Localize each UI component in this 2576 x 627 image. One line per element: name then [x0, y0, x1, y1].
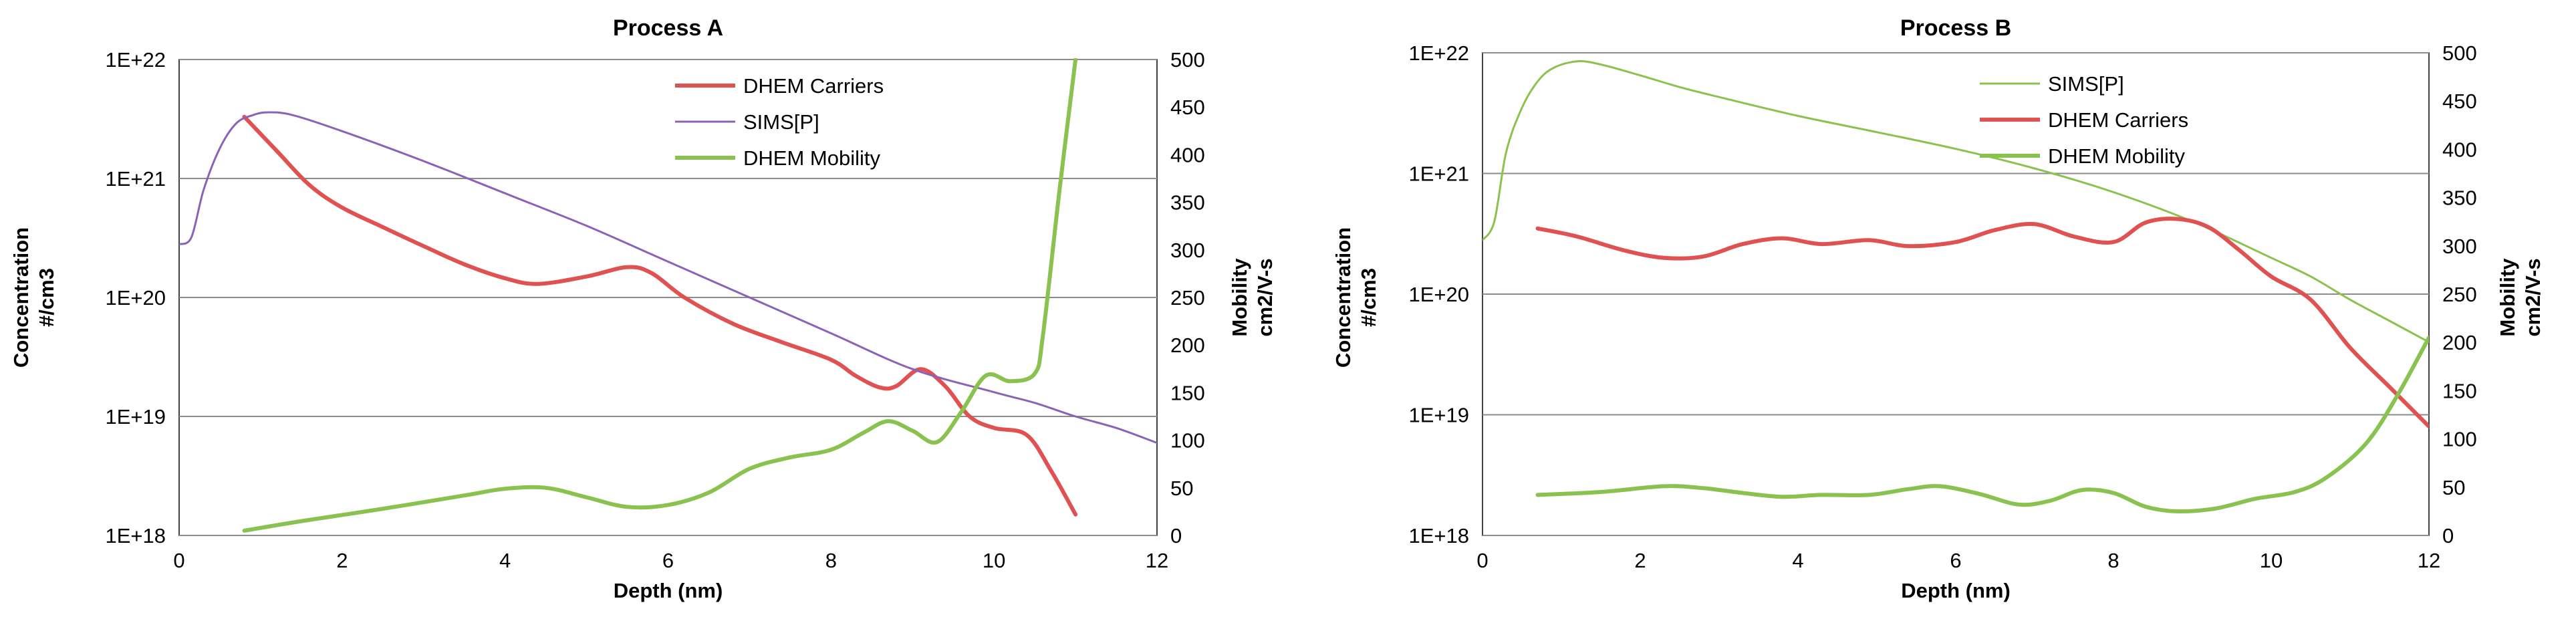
- x-tick-label: 0: [1476, 549, 1488, 572]
- y-tick-label: 1E+21: [1408, 162, 1469, 186]
- y2-tick-label: 150: [2442, 379, 2477, 402]
- y2-tick-label: 100: [2442, 428, 2477, 451]
- y2-tick-label: 0: [1170, 524, 1182, 547]
- x-tick-label: 4: [499, 549, 511, 572]
- y2-tick-label: 250: [2442, 283, 2477, 306]
- series-line-dhem-mobility: [242, 58, 1078, 533]
- y-tick-label: 1E+21: [105, 167, 166, 191]
- legend-label-dhem-carriers: DHEM Carriers: [2048, 108, 2188, 132]
- x-tick-label: 4: [1792, 549, 1803, 572]
- y2-axis-label: Mobility: [1228, 258, 1251, 337]
- legend-label-dhem-carriers: DHEM Carriers: [743, 74, 884, 98]
- legend-label-dhem-mobility: DHEM Mobility: [2048, 144, 2185, 168]
- legend-label-sims-p: SIMS[P]: [2048, 72, 2124, 96]
- x-tick-label: 8: [2107, 549, 2119, 572]
- y-tick-label: 1E+20: [1408, 283, 1469, 306]
- chart-process-b: 1E+181E+191E+201E+211E+22050100150200250…: [1331, 15, 2545, 602]
- y-axis-label: Concentration: [9, 227, 33, 368]
- x-tick-label: 2: [336, 549, 348, 572]
- x-tick-label: 10: [983, 549, 1005, 572]
- legend: SIMS[P] DHEM Carriers DHEM Mobility: [1980, 72, 2188, 168]
- y2-tick-label: 400: [2442, 138, 2477, 161]
- x-tick-label: 8: [825, 549, 837, 572]
- x-tick-label: 10: [2260, 549, 2283, 572]
- y-tick-label: 1E+22: [105, 48, 166, 72]
- y2-tick-label: 300: [2442, 235, 2477, 258]
- y2-tick-label: 200: [1170, 334, 1205, 357]
- x-tick-label: 12: [1146, 549, 1168, 572]
- y-tick-label: 1E+18: [1408, 524, 1469, 547]
- series-line-dhem-carriers: [242, 114, 1078, 517]
- series-line-sims-p: [1483, 60, 2429, 344]
- x-tick-label: 6: [662, 549, 674, 572]
- x-tick-label: 2: [1634, 549, 1646, 572]
- y2-tick-label: 350: [2442, 186, 2477, 210]
- y2-tick-label: 250: [1170, 286, 1205, 309]
- y2-tick-label: 50: [1170, 477, 1193, 500]
- y2-tick-label: 500: [2442, 41, 2477, 65]
- y-axis-label: Concentration: [1331, 227, 1355, 368]
- x-axis-label: Depth (nm): [1901, 579, 2011, 602]
- series-line-sims-p: [179, 111, 1157, 444]
- x-tick-label: 12: [2418, 549, 2440, 572]
- chart-title: Process A: [613, 15, 723, 41]
- y2-axis-label: cm2/V-s: [2521, 258, 2545, 336]
- x-axis-label: Depth (nm): [614, 579, 723, 602]
- y2-tick-label: 300: [1170, 239, 1205, 262]
- legend-label-sims-p: SIMS[P]: [743, 110, 819, 134]
- series-line-dhem-carriers: [1535, 217, 2429, 428]
- legend: DHEM Carriers SIMS[P] DHEM Mobility: [675, 74, 884, 170]
- y-tick-label: 1E+22: [1408, 41, 1469, 65]
- chart-process-a: 1E+181E+191E+201E+211E+22050100150200250…: [9, 15, 1277, 602]
- legend-label-dhem-mobility: DHEM Mobility: [743, 146, 880, 170]
- x-tick-label: 0: [173, 549, 184, 572]
- y-axis-label: #/cm3: [35, 268, 58, 327]
- y2-tick-label: 350: [1170, 191, 1205, 215]
- x-tick-label: 6: [1950, 549, 1961, 572]
- series-line-dhem-mobility: [1535, 336, 2429, 513]
- y2-tick-label: 100: [1170, 429, 1205, 453]
- y2-tick-label: 400: [1170, 143, 1205, 166]
- y2-tick-label: 200: [2442, 331, 2477, 354]
- y-tick-label: 1E+20: [105, 286, 166, 309]
- y2-tick-label: 0: [2442, 524, 2454, 547]
- y-tick-label: 1E+18: [105, 524, 166, 547]
- y2-tick-label: 450: [2442, 90, 2477, 113]
- y2-tick-label: 450: [1170, 96, 1205, 119]
- y2-tick-label: 500: [1170, 48, 1205, 72]
- chart-title: Process B: [1900, 15, 2011, 41]
- y-tick-label: 1E+19: [1408, 404, 1469, 427]
- y2-axis-label: Mobility: [2496, 258, 2519, 337]
- y2-tick-label: 150: [1170, 381, 1205, 404]
- y2-axis-label: cm2/V-s: [1253, 258, 1277, 336]
- y-tick-label: 1E+19: [105, 405, 166, 428]
- y-axis-label: #/cm3: [1357, 268, 1380, 327]
- y2-tick-label: 50: [2442, 476, 2465, 499]
